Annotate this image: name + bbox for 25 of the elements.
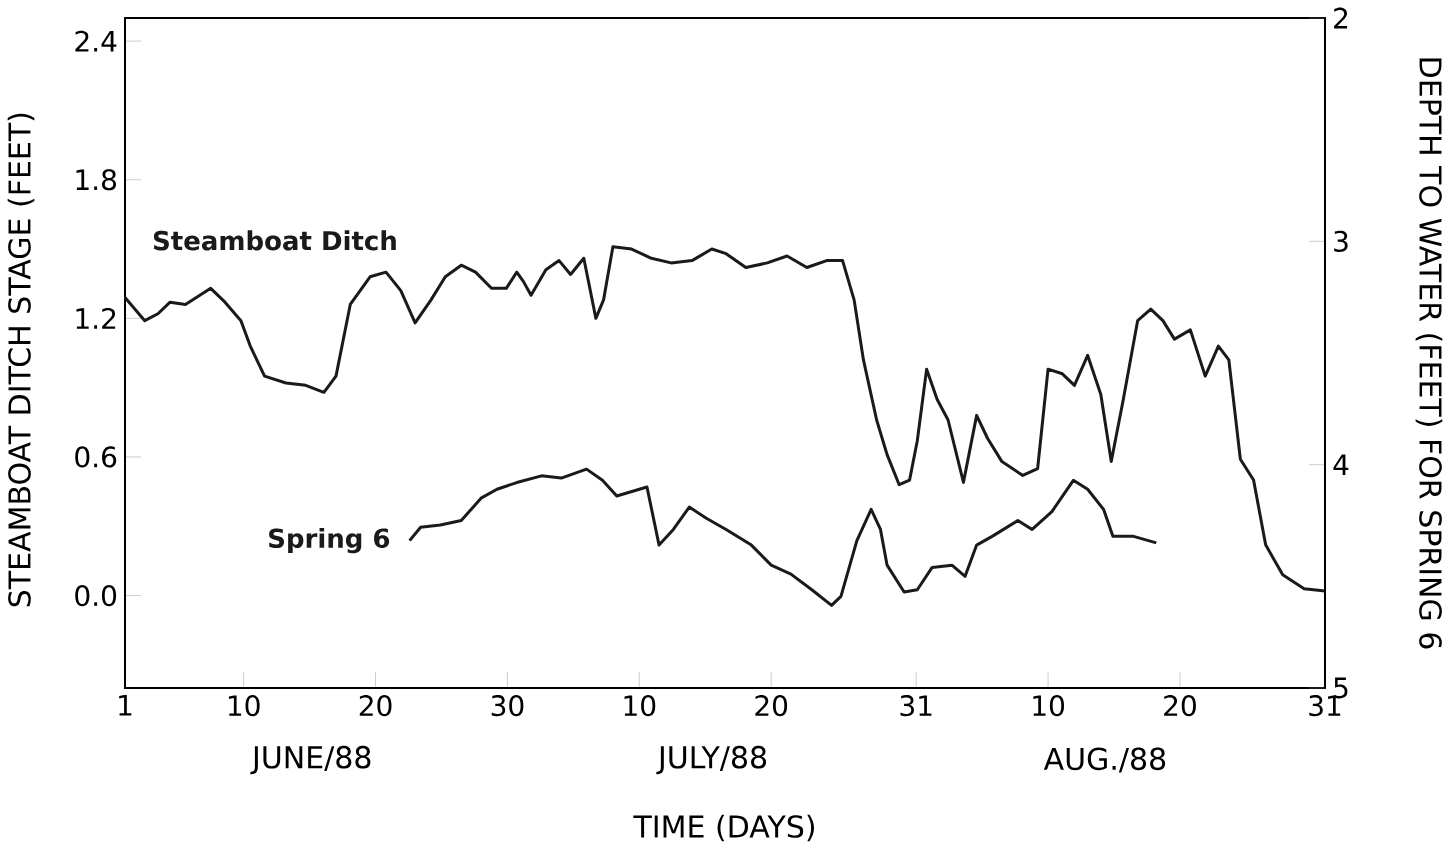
y2-tick-label: 2	[1334, 7, 1348, 29]
text: AUG./88	[1043, 747, 1166, 773]
x-tick-label: 1	[119, 695, 132, 716]
series-label: Spring 6	[269, 527, 390, 554]
y-tick-label: 0.6	[75, 446, 117, 468]
x-tick-label: 20	[755, 695, 788, 717]
y2-axis-title: DEPTH TO WATER (FEET) FOR SPRING 6	[1415, 58, 1443, 649]
y-tick-label: 1.2	[76, 307, 116, 329]
x-tick-label: 10	[228, 695, 260, 717]
series-label: Steamboat Ditch	[153, 230, 396, 251]
x-tick-label: 10	[624, 695, 656, 717]
y-axis-title: STEAMBOAT DITCH STAGE (FEET)	[7, 113, 35, 607]
y2-tick-label: 3	[1334, 230, 1348, 252]
x-tick-label: 30	[491, 695, 524, 717]
x-axis-title: TIME (DAYS)	[633, 814, 814, 842]
x-tick-label: 31	[900, 695, 932, 717]
text: JULY/88	[656, 745, 767, 775]
y-tick-label: 2.4	[75, 30, 117, 52]
y-tick-label: 1.8	[76, 169, 117, 191]
x-tick-label: 10	[1033, 695, 1065, 717]
x-tick-label: 20	[1164, 695, 1196, 717]
y-tick-label: 0.0	[75, 584, 117, 607]
y2-tick-label: 4	[1333, 454, 1349, 475]
text: JUNE/88	[250, 745, 371, 775]
x-tick-label: 20	[359, 695, 392, 717]
